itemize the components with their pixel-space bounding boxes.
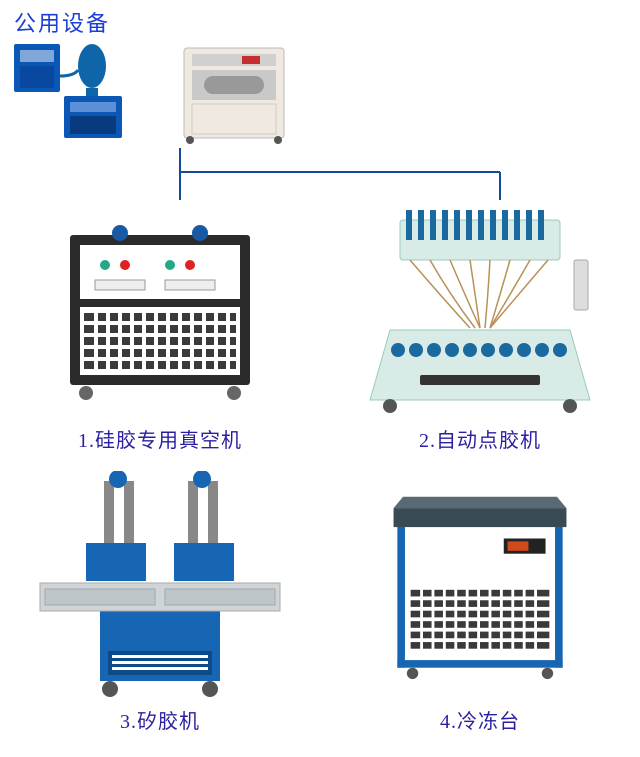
dispensing-machine-image [320, 200, 640, 420]
cell-vacuum-machine: 1.硅胶专用真空机 [0, 200, 320, 471]
section-title: 公用设备 [14, 6, 110, 38]
freezing-table-image [320, 471, 640, 701]
cell-silicone-press: 3.矽胶机 [0, 471, 320, 752]
vacuum-machine-image [0, 200, 320, 420]
cell-dispensing-machine: 2.自动点胶机 [320, 200, 640, 471]
cell-freezing-table: 4.冷冻台 [320, 471, 640, 752]
caption-3: 3.矽胶机 [120, 705, 200, 734]
silicone-press-image [0, 471, 320, 701]
caption-4: 4.冷冻台 [440, 705, 520, 734]
top-equipment-svg [14, 36, 314, 146]
top-equipment-cluster [14, 36, 314, 146]
caption-2: 2.自动点胶机 [419, 424, 541, 453]
equipment-grid: 1.硅胶专用真空机 [0, 200, 640, 750]
caption-1: 1.硅胶专用真空机 [78, 424, 242, 453]
air-tank-icon [78, 44, 106, 88]
